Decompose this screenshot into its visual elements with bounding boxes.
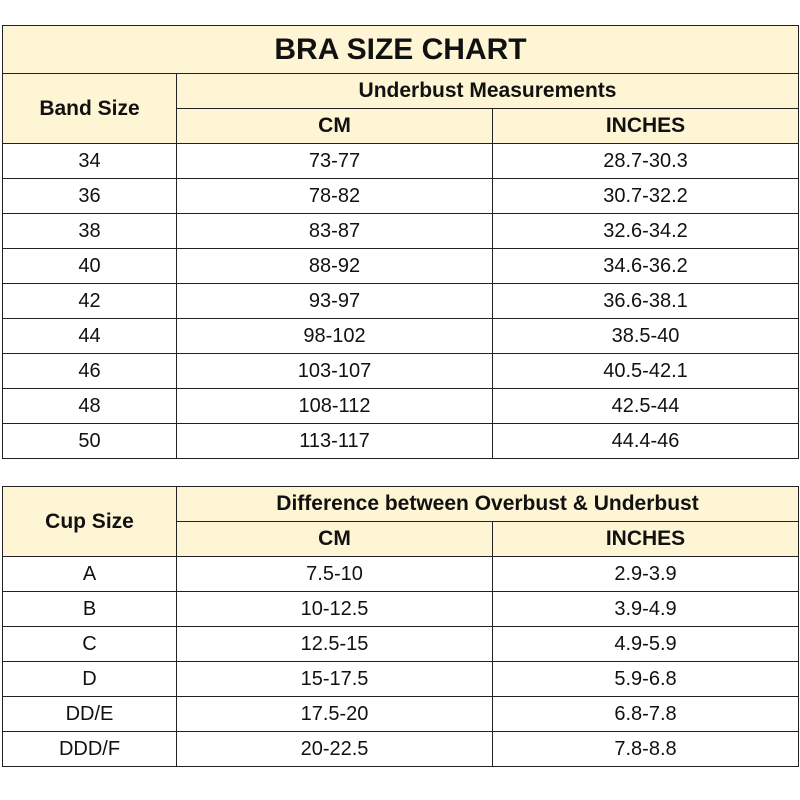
cell: 103-107 xyxy=(176,353,493,389)
cell: 46 xyxy=(2,353,177,389)
cell: 44 xyxy=(2,318,177,354)
cell: C xyxy=(2,626,177,662)
data-row: 40 88-92 34.6-36.2 xyxy=(2,248,799,284)
cell: 36.6-38.1 xyxy=(492,283,799,319)
cell: 10-12.5 xyxy=(176,591,493,627)
cell: 36 xyxy=(2,178,177,214)
header-row: Band Size Underbust Measurements xyxy=(2,73,799,144)
data-row: 46 103-107 40.5-42.1 xyxy=(2,353,799,389)
cell: 40 xyxy=(2,248,177,284)
cell: 50 xyxy=(2,423,177,459)
data-row: DD/E 17.5-20 6.8-7.8 xyxy=(2,696,800,732)
cell: 113-117 xyxy=(176,423,493,459)
cell: 34 xyxy=(2,143,177,179)
band-size-table: BRA SIZE CHART Band Size Underbust Measure… xyxy=(2,25,799,459)
cell: 98-102 xyxy=(176,318,493,354)
data-row: B 10-12.5 3.9-4.9 xyxy=(2,591,800,627)
cell: 7.8-8.8 xyxy=(491,731,800,767)
data-row: 38 83-87 32.6-34.2 xyxy=(2,213,799,249)
cell: 42 xyxy=(2,283,177,319)
cell: 3.9-4.9 xyxy=(491,591,800,627)
title-row: BRA SIZE CHART xyxy=(2,25,799,74)
data-row: DDD/F 20-22.5 7.8-8.8 xyxy=(2,731,800,767)
cell: 108-112 xyxy=(176,388,493,424)
cell: 48 xyxy=(2,388,177,424)
cell: 4.9-5.9 xyxy=(491,626,800,662)
cup-size-table: Cup Size Difference between Overbust & Un… xyxy=(2,486,800,767)
cell: 2.9-3.9 xyxy=(491,556,800,592)
cell: DDD/F xyxy=(2,731,177,767)
cell: D xyxy=(2,661,177,697)
column-header: INCHES xyxy=(492,108,799,144)
column-header: INCHES xyxy=(491,521,800,557)
cell: 5.9-6.8 xyxy=(491,661,800,697)
cell: 42.5-44 xyxy=(492,388,799,424)
cell: B xyxy=(2,591,177,627)
group-header: Difference between Overbust & Underbust xyxy=(175,486,800,522)
cell: A xyxy=(2,556,177,592)
cell: 6.8-7.8 xyxy=(491,696,800,732)
cell: 83-87 xyxy=(176,213,493,249)
cell: 73-77 xyxy=(176,143,493,179)
data-row: 42 93-97 36.6-38.1 xyxy=(2,283,799,319)
cell: 30.7-32.2 xyxy=(492,178,799,214)
data-row: 44 98-102 38.5-40 xyxy=(2,318,799,354)
data-row: 50 113-117 44.4-46 xyxy=(2,423,799,459)
column-header: CM xyxy=(176,108,493,144)
data-row: 48 108-112 42.5-44 xyxy=(2,388,799,424)
cell: 17.5-20 xyxy=(176,696,493,732)
cell: 7.5-10 xyxy=(176,556,493,592)
column-header: CM xyxy=(176,521,493,557)
cell: 88-92 xyxy=(176,248,493,284)
table-title: BRA SIZE CHART xyxy=(2,25,799,74)
header-row: CM INCHES xyxy=(3,108,799,144)
cell: 44.4-46 xyxy=(492,423,799,459)
cell: 40.5-42.1 xyxy=(492,353,799,389)
cell: 38.5-40 xyxy=(492,318,799,354)
data-row: 36 78-82 30.7-32.2 xyxy=(2,178,799,214)
cell: 20-22.5 xyxy=(176,731,493,767)
cell: 93-97 xyxy=(176,283,493,319)
data-row: C 12.5-15 4.9-5.9 xyxy=(2,626,800,662)
cell: DD/E xyxy=(2,696,177,732)
data-row: A 7.5-10 2.9-3.9 xyxy=(2,556,800,592)
row-header: Band Size xyxy=(2,73,177,144)
cell: 12.5-15 xyxy=(176,626,493,662)
data-row: 34 73-77 28.7-30.3 xyxy=(2,143,799,179)
cell: 34.6-36.2 xyxy=(492,248,799,284)
cell: 15-17.5 xyxy=(176,661,493,697)
row-header: Cup Size xyxy=(2,486,177,557)
cell: 78-82 xyxy=(176,178,493,214)
header-row: Cup Size Difference between Overbust & Un… xyxy=(2,486,800,557)
cell: 38 xyxy=(2,213,177,249)
group-header: Underbust Measurements xyxy=(176,73,799,109)
data-row: D 15-17.5 5.9-6.8 xyxy=(2,661,800,697)
cell: 32.6-34.2 xyxy=(492,213,799,249)
cell: 28.7-30.3 xyxy=(492,143,799,179)
